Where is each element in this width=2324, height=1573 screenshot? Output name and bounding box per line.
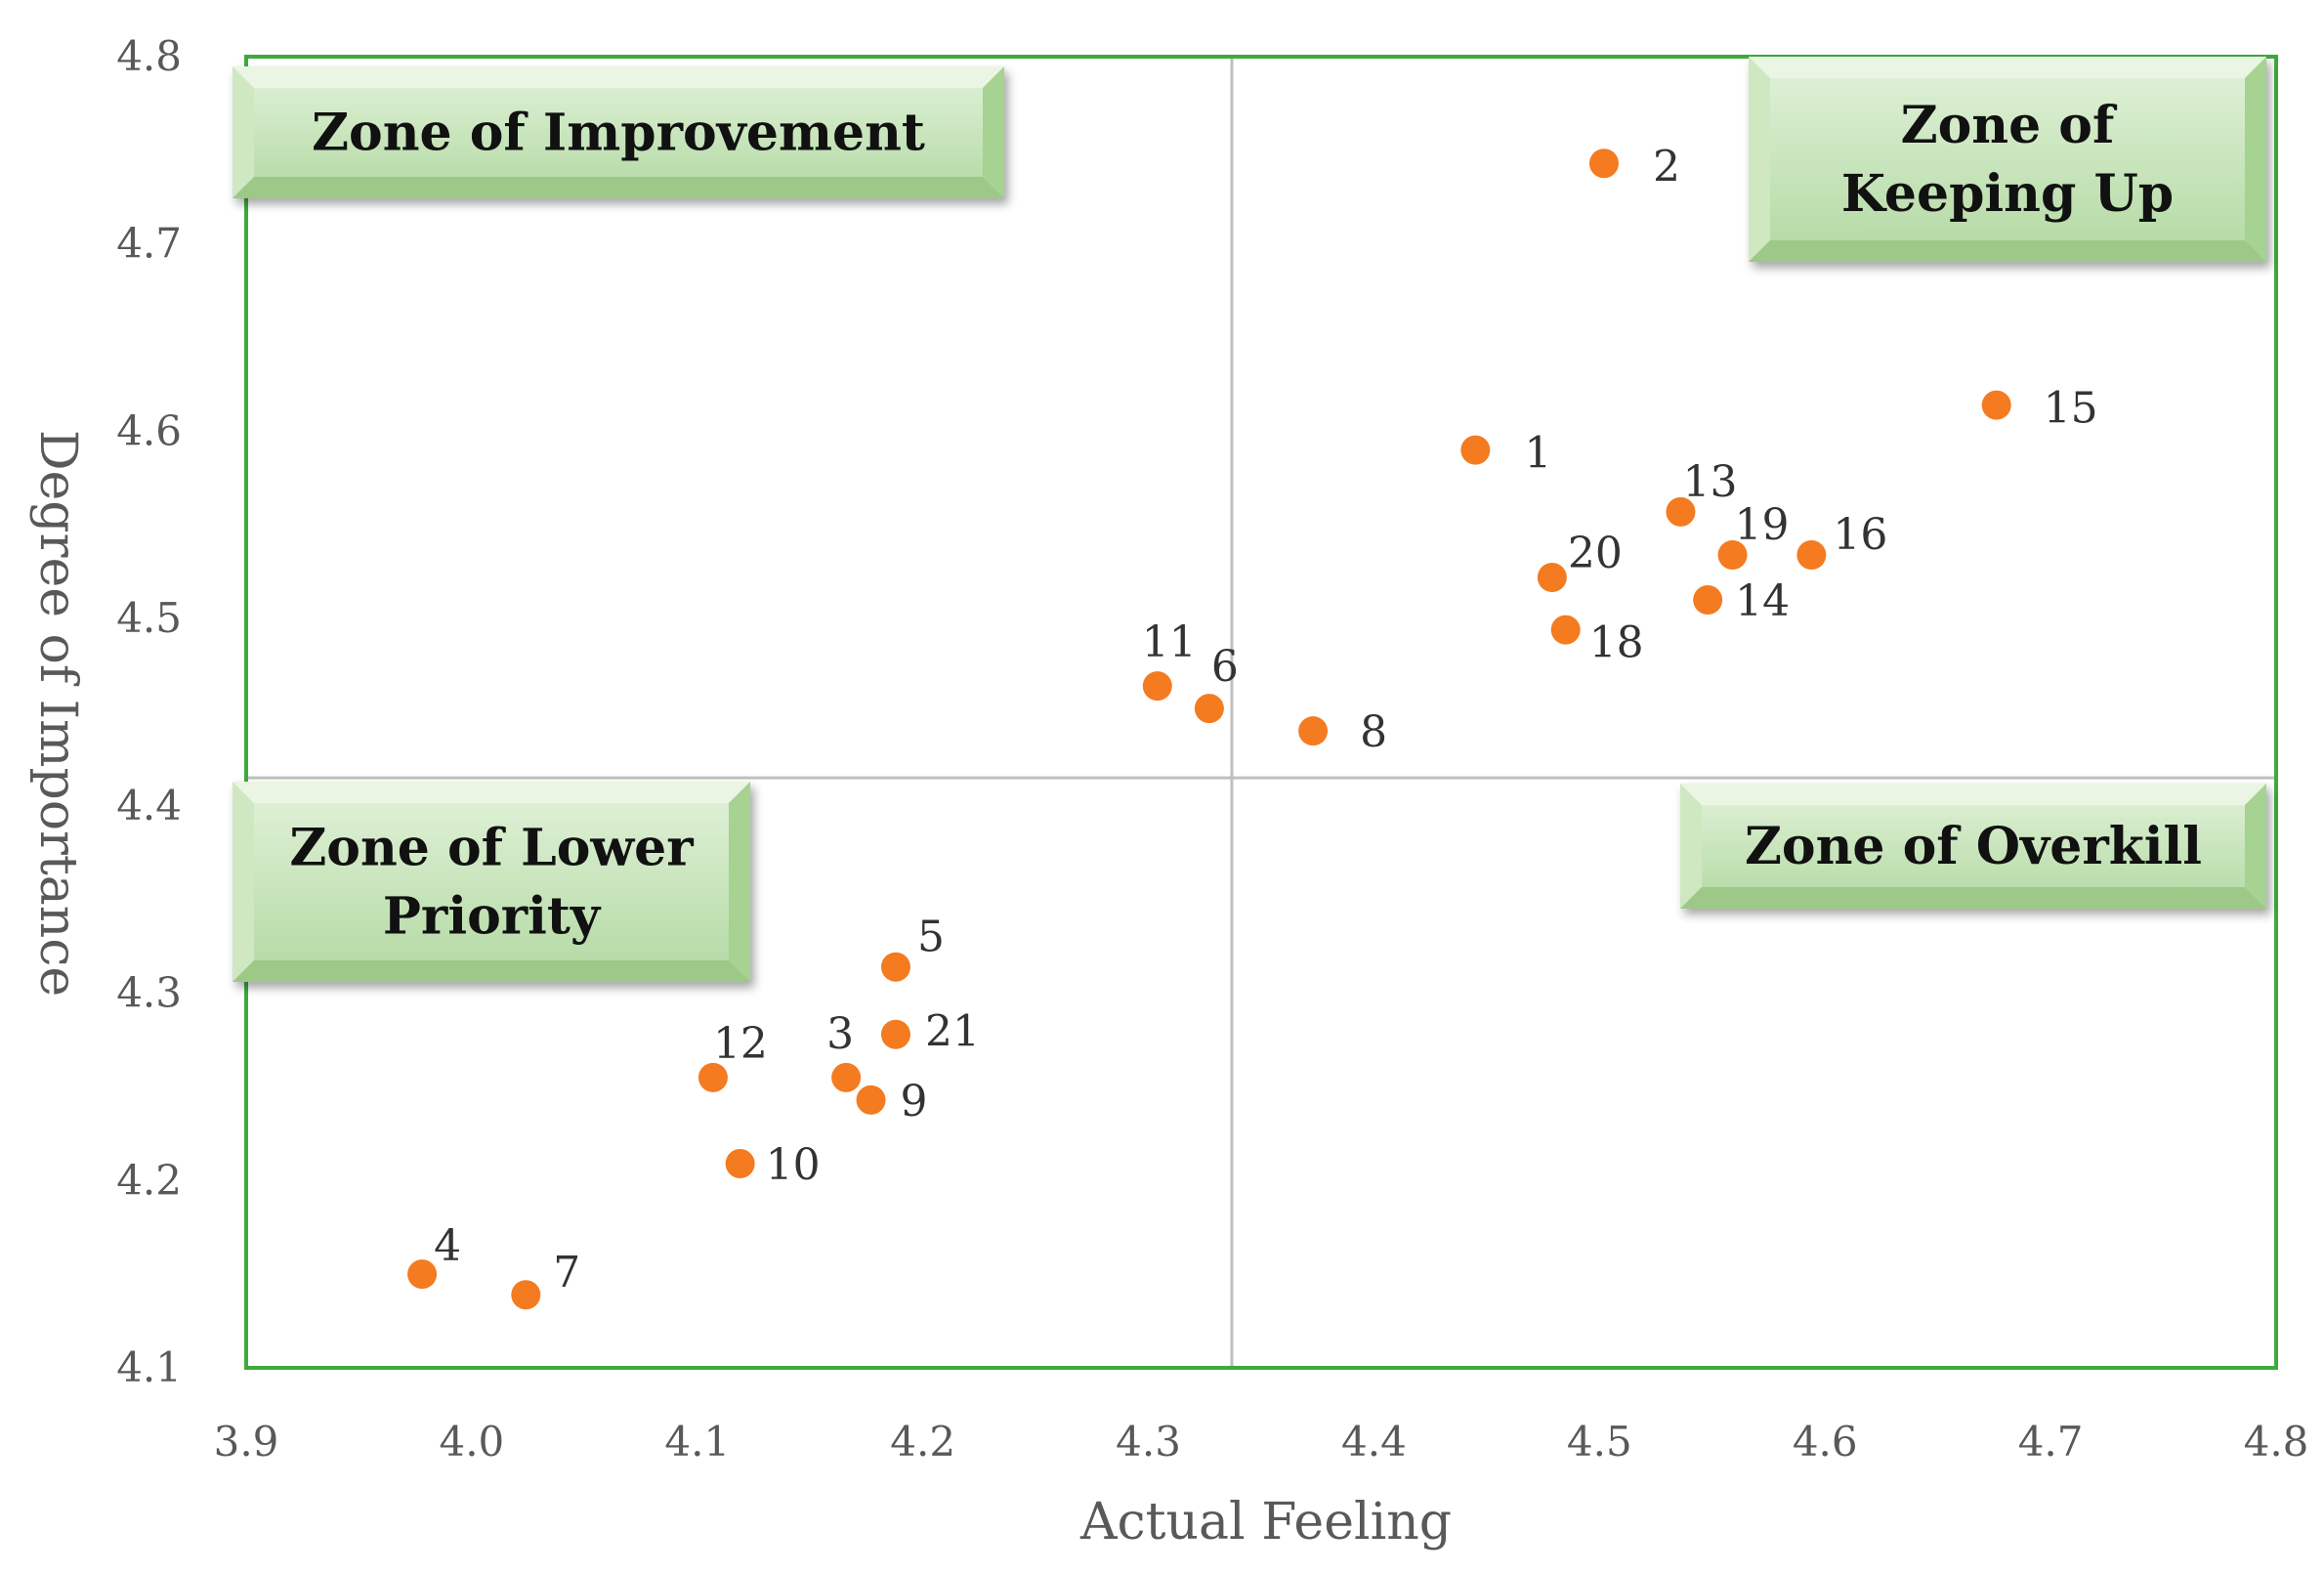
data-point-2 [1588, 149, 1619, 179]
zone-box [1749, 57, 2266, 262]
zone-bevel-bottom [232, 177, 1004, 198]
zone-box [232, 782, 750, 982]
data-point-19 [1717, 539, 1748, 570]
y-tick-label: 4.4 [116, 782, 182, 829]
zone-overkill-banner [1680, 784, 2266, 909]
data-point-21 [880, 1019, 910, 1049]
data-point-label: 18 [1589, 618, 1644, 668]
zone-bevel-right [2245, 57, 2266, 262]
data-point-label: 20 [1568, 529, 1623, 578]
y-tick-label: 4.3 [116, 969, 182, 1017]
zone-bevel-right [2245, 784, 2266, 909]
data-point-10 [725, 1149, 755, 1179]
y-tick-label: 4.7 [116, 220, 182, 268]
data-point-label: 15 [2044, 384, 2098, 434]
zone-bevel-right [983, 66, 1004, 198]
zone-bevel-bottom [232, 960, 750, 982]
data-point-13 [1666, 496, 1696, 527]
x-tick-label: 3.9 [214, 1418, 279, 1466]
x-tick-label: 4.2 [890, 1418, 955, 1466]
zone-bevel-bottom [1680, 887, 2266, 909]
data-point-label: 9 [901, 1077, 928, 1127]
x-tick-label: 4.1 [664, 1418, 730, 1466]
data-point-label: 21 [925, 1007, 980, 1057]
zone-bevel-left [1749, 57, 1770, 262]
data-point-7 [511, 1280, 541, 1310]
data-point-label: 10 [766, 1140, 821, 1190]
zone-lower-priority-label: Priority [383, 887, 602, 947]
data-point-label: 19 [1735, 500, 1790, 550]
zone-box [232, 66, 1004, 198]
data-point-14 [1693, 584, 1723, 615]
zone-bevel-top [1749, 57, 2266, 78]
data-point-1 [1460, 435, 1491, 465]
data-point-8 [1298, 716, 1329, 746]
zone-bevel-top [232, 66, 1004, 88]
x-axis-title: Actual Feeling [1079, 1493, 1452, 1552]
zone-keeping-up-banner [1749, 57, 2266, 262]
zone-lower-priority-banner [232, 782, 750, 982]
data-point-12 [697, 1062, 728, 1092]
data-point-15 [1981, 390, 2011, 420]
zone-bevel-top [232, 782, 750, 803]
x-tick-label: 4.3 [1116, 1418, 1181, 1466]
data-point-6 [1194, 694, 1224, 724]
data-point-4 [407, 1259, 438, 1290]
zone-overkill-label: Zone of Overkill [1745, 817, 2202, 876]
zone-keeping-up-label: Keeping Up [1841, 164, 2174, 224]
data-point-label: 14 [1735, 576, 1790, 626]
zone-lower-priority-label: Zone of Lower [289, 819, 694, 878]
data-point-label: 5 [917, 913, 945, 962]
data-point-label: 6 [1211, 642, 1239, 692]
x-tick-label: 4.8 [2244, 1418, 2309, 1466]
y-tick-label: 4.6 [116, 406, 182, 454]
data-point-label: 16 [1833, 510, 1887, 560]
zone-improvement-banner [232, 66, 1004, 198]
data-point-3 [831, 1062, 862, 1092]
data-point-11 [1142, 671, 1172, 701]
data-point-label: 13 [1682, 457, 1737, 507]
data-point-label: 2 [1653, 142, 1680, 191]
y-tick-label: 4.2 [116, 1156, 182, 1204]
data-point-20 [1537, 562, 1567, 592]
zone-bevel-bottom [1749, 240, 2266, 262]
data-point-18 [1550, 615, 1581, 645]
zone-bevel-left [1680, 784, 1702, 909]
data-point-label: 1 [1524, 429, 1551, 479]
x-tick-label: 4.7 [2018, 1418, 2084, 1466]
zone-bevel-left [232, 66, 254, 198]
plot-frame [244, 55, 2278, 1370]
data-point-label: 8 [1360, 707, 1387, 757]
y-tick-label: 4.8 [116, 32, 182, 80]
y-tick-label: 4.1 [116, 1343, 182, 1391]
zone-keeping-up-label: Zone of [1901, 96, 2118, 155]
data-point-label: 3 [826, 1009, 854, 1059]
x-tick-label: 4.4 [1341, 1418, 1407, 1466]
zone-improvement-label: Zone of Improvement [312, 104, 925, 163]
x-tick-label: 4.5 [1567, 1418, 1632, 1466]
x-tick-label: 4.6 [1793, 1418, 1858, 1466]
data-point-label: 11 [1142, 617, 1197, 667]
data-point-16 [1796, 539, 1827, 570]
zone-bevel-left [232, 782, 254, 982]
data-point-label: 7 [553, 1248, 580, 1297]
data-point-9 [856, 1084, 886, 1115]
data-point-label: 12 [713, 1019, 768, 1069]
data-point-label: 4 [434, 1221, 461, 1271]
zone-bevel-top [1680, 784, 2266, 805]
y-axis-title: Degree of Importance [28, 430, 87, 997]
y-tick-label: 4.5 [116, 594, 182, 642]
data-point-5 [880, 952, 910, 982]
zone-bevel-right [729, 782, 750, 982]
x-tick-label: 4.0 [439, 1418, 504, 1466]
